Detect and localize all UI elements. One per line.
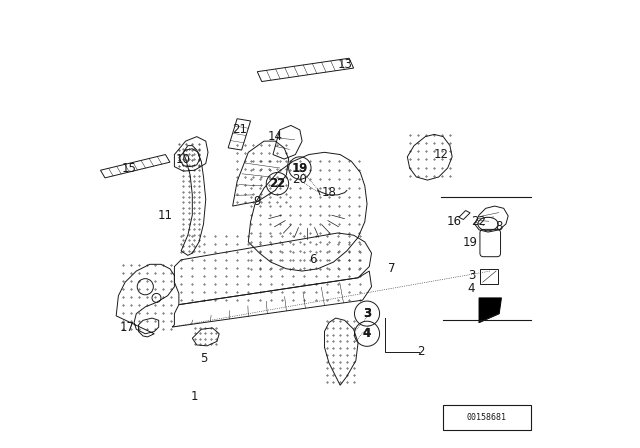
Text: 19: 19 (463, 236, 477, 250)
Text: 15: 15 (122, 161, 137, 175)
Text: 12: 12 (433, 148, 449, 161)
Text: 11: 11 (158, 208, 173, 222)
Text: 13: 13 (337, 58, 352, 72)
Text: 18: 18 (321, 186, 337, 199)
Text: 3: 3 (363, 307, 371, 320)
Text: 6: 6 (310, 253, 317, 267)
Text: 22: 22 (269, 177, 285, 190)
Text: 1: 1 (191, 390, 198, 403)
Text: 22: 22 (472, 215, 486, 228)
Text: 9: 9 (253, 195, 261, 208)
Text: 8: 8 (495, 220, 503, 233)
Text: 4: 4 (468, 282, 475, 296)
Text: 14: 14 (268, 130, 283, 143)
Text: 17: 17 (120, 320, 135, 334)
Text: 10: 10 (176, 152, 191, 166)
Bar (443, 405, 531, 430)
Text: 20: 20 (292, 172, 307, 186)
Text: 3: 3 (363, 307, 371, 320)
Text: 21: 21 (232, 123, 247, 137)
Text: 4: 4 (363, 327, 371, 340)
Text: 19: 19 (292, 161, 308, 175)
Text: 16: 16 (447, 215, 462, 228)
Text: 00158681: 00158681 (467, 413, 507, 422)
Polygon shape (479, 298, 502, 323)
Text: 22: 22 (270, 177, 285, 190)
Text: 4: 4 (363, 327, 371, 340)
Text: 19: 19 (292, 161, 307, 175)
Text: 5: 5 (200, 352, 207, 365)
Text: 3: 3 (468, 269, 475, 282)
Text: 7: 7 (388, 262, 396, 276)
Text: 2: 2 (417, 345, 424, 358)
